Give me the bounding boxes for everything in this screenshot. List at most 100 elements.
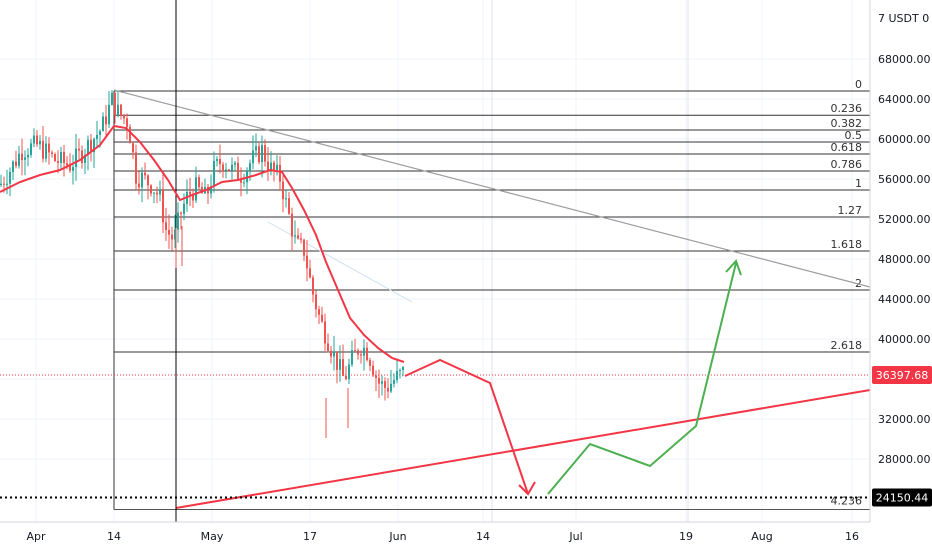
y-tick-label-10: 28000.00	[878, 453, 931, 466]
candle-body-107	[321, 314, 323, 322]
candle-body-16	[48, 143, 50, 153]
candle-body-17	[51, 152, 53, 154]
y-tick-label-4: 52000.00	[878, 213, 931, 226]
candle-body-60	[180, 212, 182, 214]
candle-body-121	[363, 347, 365, 356]
candle-body-94	[282, 181, 284, 200]
x-tick-label-4: Jun	[388, 530, 406, 543]
candle-body-18	[54, 153, 56, 162]
candle-body-130	[390, 383, 392, 392]
fib-label-8: 1.618	[831, 238, 863, 251]
candle-body-42	[126, 118, 128, 127]
y-tick-label-5: 48000.00	[878, 253, 931, 266]
candle-body-64	[192, 194, 194, 201]
candle-body-134	[402, 367, 404, 370]
candle-body-84	[252, 150, 254, 164]
candle-body-115	[345, 375, 347, 380]
x-tick-label-0: Apr	[26, 530, 46, 543]
candle-body-98	[294, 235, 296, 237]
candle-body-73	[219, 158, 221, 165]
trend-lines[interactable]	[0, 0, 871, 522]
candle-body-97	[291, 213, 293, 237]
candle-body-38	[114, 92, 116, 116]
y-tick-label-1: 64000.00	[878, 93, 931, 106]
y-tick-label-7: 40000.00	[878, 333, 931, 346]
y-tick-label-2: 60000.00	[878, 133, 931, 146]
price-tag-bg-last-price	[872, 366, 932, 385]
candle-body-53	[159, 189, 161, 195]
candle-body-48	[144, 172, 146, 176]
projection-down-arrowhead	[518, 481, 536, 496]
fib-label-7: 1.27	[838, 204, 863, 217]
candle-body-20	[60, 151, 62, 163]
x-tick-label-1: 14	[107, 530, 121, 543]
candle-body-95	[285, 198, 287, 200]
candle-body-80	[240, 179, 242, 183]
candle-body-2	[6, 183, 8, 185]
candle-body-100	[300, 238, 302, 240]
candle-body-25	[75, 148, 77, 168]
time-axis-bg	[0, 522, 932, 550]
candle-body-12	[36, 135, 38, 145]
candle-body-124	[372, 365, 374, 376]
candle-body-63	[189, 191, 191, 195]
fibonacci-retracement[interactable]: 00.2360.3820.50.6180.78611.271.61822.618…	[113, 78, 870, 510]
candle-body-45	[135, 152, 137, 184]
candle-body-110	[330, 350, 332, 357]
candle-body-112	[336, 351, 338, 370]
candle-body-120	[360, 354, 362, 356]
candle-body-4	[12, 161, 14, 172]
candle-body-52	[156, 192, 158, 195]
candle-body-43	[129, 126, 131, 144]
candle-body-118	[354, 350, 356, 352]
candle-body-96	[288, 198, 290, 214]
candle-body-8	[24, 157, 26, 160]
y-tick-label-3: 56000.00	[878, 173, 931, 186]
candle-body-127	[381, 381, 383, 384]
candle-body-71	[213, 161, 215, 187]
candle-body-116	[348, 364, 350, 380]
candle-body-55	[165, 222, 167, 231]
candle-body-132	[396, 371, 398, 381]
candle-body-51	[153, 192, 155, 194]
candle-body-114	[342, 359, 344, 376]
candle-body-72	[216, 158, 218, 162]
candle-body-87	[261, 145, 263, 163]
projection-down-path	[404, 358, 529, 495]
candle-body-5	[15, 161, 17, 166]
candle-body-39	[117, 104, 119, 116]
projection-arrows[interactable]	[404, 259, 742, 496]
candle-body-6	[18, 153, 20, 166]
candle-body-88	[264, 145, 266, 162]
candle-body-13	[39, 140, 41, 145]
candle-body-99	[297, 235, 299, 239]
candle-body-111	[333, 351, 335, 357]
candle-body-93	[279, 164, 281, 182]
fib-label-3: 0.5	[845, 129, 863, 142]
resistance-trend-line	[113, 89, 871, 288]
projection-up-arrowhead	[725, 259, 742, 276]
candle-body-117	[351, 350, 353, 365]
candle-body-58	[174, 229, 176, 240]
grid-lines	[0, 0, 870, 522]
candle-body-28	[84, 155, 86, 163]
candle-body-32	[96, 134, 98, 139]
candle-body-41	[123, 115, 125, 119]
candle-body-15	[45, 143, 47, 159]
candlesticks	[0, 90, 404, 438]
candle-body-69	[207, 186, 209, 194]
candle-body-119	[357, 350, 359, 355]
candle-body-50	[150, 185, 152, 194]
candle-body-21	[63, 151, 65, 164]
x-tick-label-7: 19	[679, 530, 693, 543]
candle-body-83	[249, 163, 251, 171]
candle-body-30	[90, 139, 92, 153]
candle-body-40	[120, 104, 122, 116]
candle-body-108	[324, 321, 326, 344]
candle-body-125	[375, 375, 377, 378]
candle-body-103	[309, 268, 311, 278]
candle-body-85	[255, 146, 257, 151]
x-tick-label-3: 17	[303, 530, 317, 543]
